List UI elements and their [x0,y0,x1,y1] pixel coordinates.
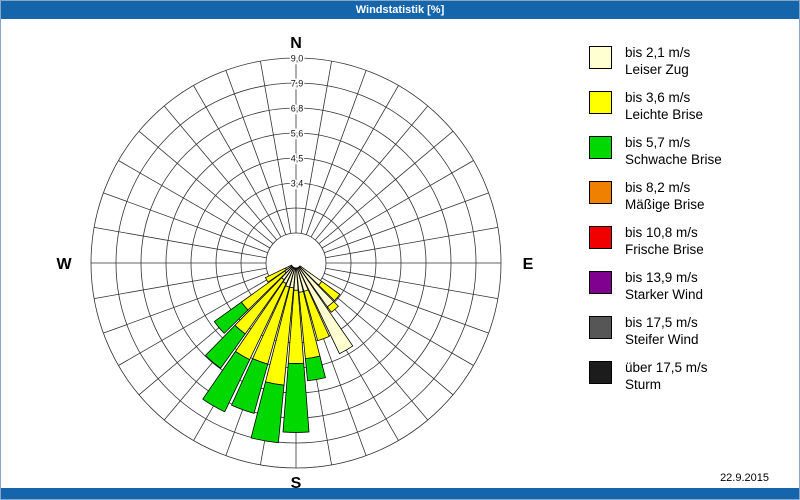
ring-label: 6,8 [291,104,304,114]
grid-spoke [324,272,489,334]
legend-swatch [589,226,612,249]
grid-spoke [300,61,332,234]
wind-speed-legend: bis 2,1 m/s Leiser Zug bis 3,6 m/s Leichte … [589,45,722,405]
wind-rose-petal [282,362,310,433]
wind-rose-petal [204,324,246,369]
grid-spoke [103,272,268,334]
grid-spoke [324,192,489,254]
legend-label: bis 3,6 m/s Leichte Brise [625,90,704,122]
legend-label: über 17,5 m/s Sturm [625,360,708,392]
grid-spoke [310,85,399,238]
legend-item: bis 10,8 m/s Frische Brise [589,225,722,258]
grid-spoke [118,277,271,366]
grid-spoke [260,61,292,234]
grid-spoke [225,70,287,235]
grid-spoke [163,105,278,241]
window-title: Windstatistik [%] [355,4,445,16]
grid-spoke [318,130,454,245]
ring-label: 9,0 [291,54,304,64]
window-titlebar[interactable]: Windstatistik [%] [1,1,799,19]
grid-spoke [321,160,474,249]
wind-rose-petal [213,301,249,334]
grid-spoke [321,277,474,366]
legend-item: bis 17,5 m/s Steifer Wind [589,315,722,348]
wind-rose-petal [318,280,341,302]
wind-rose-petal [297,266,354,355]
wind-rose-petal [264,267,287,283]
grid-spoke [325,227,498,259]
ring-label: 4,5 [291,154,304,164]
legend-label: bis 5,7 m/s Schwache Brise [625,135,722,167]
grid-spoke [94,267,267,299]
legend-swatch [589,181,612,204]
ring-label: 5,6 [291,129,304,139]
grid-spoke [325,267,498,299]
bottom-bar [1,488,799,499]
legend-item: bis 3,6 m/s Leichte Brise [589,90,722,123]
wind-rose-petal [230,358,269,414]
grid-spoke [118,160,271,249]
legend-label: bis 10,8 m/s Frische Brise [625,225,704,257]
wind-rose-petal [304,355,326,382]
legend-item: bis 8,2 m/s Mäßige Brise [589,180,722,213]
legend-item: bis 2,1 m/s Leiser Zug [589,45,722,78]
wind-rose-petal [202,350,251,413]
ring-label: 3,4 [291,179,304,189]
grid-spoke [318,281,454,396]
legend-label: bis 8,2 m/s Mäßige Brise [625,180,705,212]
compass-label: E [523,256,534,273]
legend-swatch [589,91,612,114]
grid-spoke [314,105,429,241]
legend-swatch [589,46,612,69]
grid-spoke [138,130,274,245]
wind-rose-petal [326,300,339,313]
legend-label: bis 17,5 m/s Steifer Wind [625,315,699,347]
compass-label: S [291,475,302,492]
ring-label: 7,9 [291,79,304,89]
compass-label: N [290,35,302,52]
wind-rose-petal [303,289,330,342]
grid-spoke [193,85,282,238]
legend-swatch [589,316,612,339]
legend-label: bis 13,9 m/s Starker Wind [625,270,704,302]
legend-item: über 17,5 m/s Sturm [589,360,722,393]
grid-spoke [305,70,367,235]
legend-swatch [589,361,612,384]
legend-label: bis 2,1 m/s Leiser Zug [625,45,691,77]
legend-item: bis 5,7 m/s Schwache Brise [589,135,722,168]
compass-label: W [56,256,72,273]
grid-spoke [103,192,268,254]
wind-rose-petal [250,381,285,444]
date-label: 22.9.2015 [720,472,769,484]
grid-spoke [94,227,267,259]
legend-swatch [589,271,612,294]
legend-swatch [589,136,612,159]
legend-item: bis 13,9 m/s Starker Wind [589,270,722,303]
